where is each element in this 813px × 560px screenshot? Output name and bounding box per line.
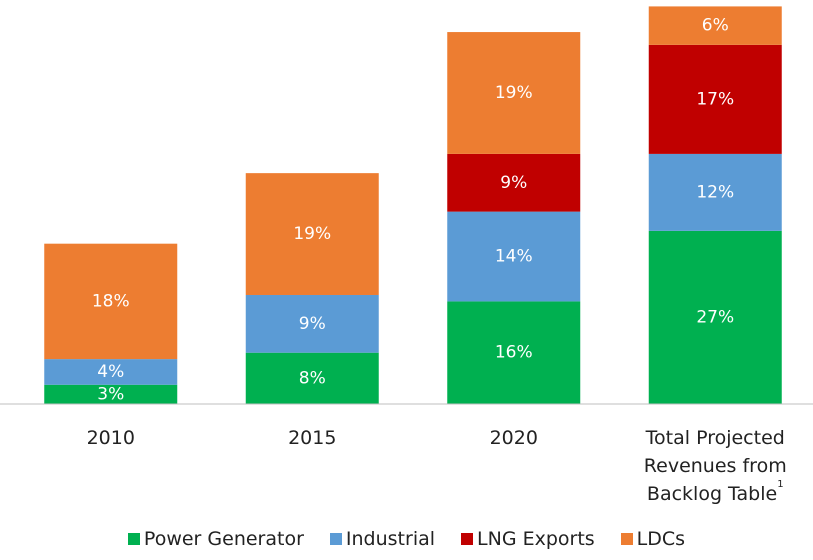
- plot: 3%4% 18% 8% 9% 19% 16% 14% 9% 19% 27% 12% 17% 6%: [0, 6, 813, 405]
- bar-segment: [44, 359, 178, 385]
- category-text: 2020: [489, 427, 538, 449]
- data-label: 9%: [500, 173, 527, 193]
- category-text: Total Projected Revenues from Backlog Ta…: [643, 427, 787, 505]
- legend-swatch: [461, 533, 474, 545]
- legend-item: LDCs: [620, 528, 686, 550]
- legend-label: LDCs: [636, 528, 686, 550]
- footnote-mark: 1: [777, 479, 784, 490]
- bar-segment: [447, 32, 581, 154]
- bar-segment: [648, 153, 782, 231]
- data-label: 6%: [702, 16, 729, 36]
- bar-segment: [447, 153, 581, 212]
- bar-segment: [648, 230, 782, 404]
- x-tick-label: Total Projected Revenues from Backlog Ta…: [615, 424, 813, 508]
- data-label: 19%: [293, 224, 331, 244]
- data-label: 8%: [299, 368, 326, 388]
- data-label: 16%: [495, 343, 533, 363]
- data-label: 12%: [696, 182, 734, 202]
- category-text: 2015: [288, 427, 337, 449]
- bar-segment: [245, 173, 379, 295]
- legend-item: Power Generator: [127, 528, 304, 550]
- data-label: 4%: [97, 362, 124, 382]
- data-label: 27%: [696, 307, 734, 327]
- legend-swatch: [620, 533, 633, 545]
- bar-segment: [447, 211, 581, 302]
- x-tick-label: 2015: [212, 424, 412, 452]
- data-label: 14%: [495, 247, 533, 267]
- legend-swatch: [127, 533, 140, 545]
- x-tick-label: 2020: [414, 424, 614, 452]
- bar-segment: [245, 352, 379, 404]
- legend-label: LNG Exports: [477, 528, 595, 550]
- data-label: 19%: [495, 83, 533, 103]
- bar-segment: [245, 294, 379, 353]
- data-label: 9%: [299, 314, 326, 334]
- category-text: 2010: [86, 427, 135, 449]
- data-label: 18%: [92, 291, 130, 311]
- legend: Power Generator Industrial LNG Exports LDCs: [0, 528, 813, 550]
- data-label: 3%: [97, 384, 124, 404]
- bar-segment: [44, 243, 178, 360]
- legend-item: LNG Exports: [461, 528, 595, 550]
- bar-segment: [447, 301, 581, 404]
- bar-segment: [44, 384, 178, 404]
- bar-segment: [648, 6, 782, 45]
- data-label: 17%: [696, 89, 734, 109]
- x-tick-label: 2010: [11, 424, 211, 452]
- legend-swatch: [329, 533, 342, 545]
- legend-label: Power Generator: [143, 528, 304, 550]
- bar-segment: [648, 44, 782, 154]
- legend-label: Industrial: [345, 528, 436, 550]
- legend-item: Industrial: [329, 528, 436, 550]
